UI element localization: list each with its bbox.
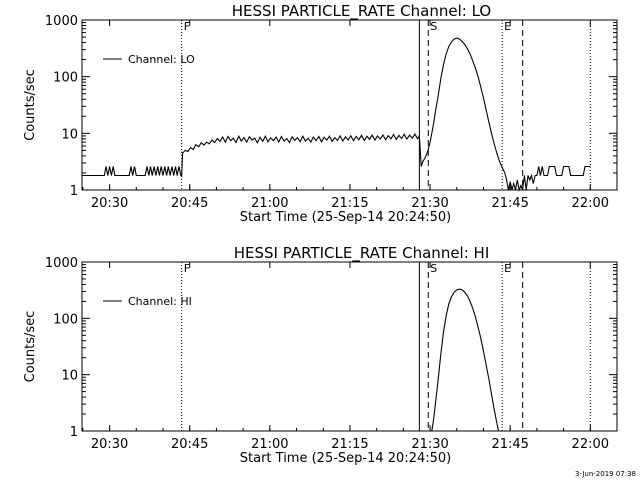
plot-frame xyxy=(81,261,618,432)
y-tick-label: 10 xyxy=(61,369,78,384)
event-label: S xyxy=(430,262,437,275)
legend-label: Channel: LO xyxy=(128,53,195,66)
x-tick-label: 20:30 xyxy=(91,196,128,211)
x-tick-label: 22:00 xyxy=(572,437,609,452)
x-tick-label: 21:15 xyxy=(331,437,368,452)
x-tick-label: 20:45 xyxy=(171,196,208,211)
event-label: E xyxy=(504,20,511,33)
x-tick-label: 21:15 xyxy=(331,196,368,211)
y-axis-label: Counts/sec xyxy=(23,311,38,383)
y-tick-label: 1000 xyxy=(45,256,78,271)
x-axis-label: Start Time (25-Sep-14 20:24:50) xyxy=(240,210,451,225)
chart-panel-2 xyxy=(81,261,618,432)
x-tick-label: 21:45 xyxy=(491,437,528,452)
series-line-1 xyxy=(431,288,500,432)
plot-frame xyxy=(81,19,618,191)
chart-title: HESSI PARTICLE_RATE Channel: HI xyxy=(234,244,490,263)
y-tick-label: 100 xyxy=(53,312,78,327)
x-tick-label: 21:45 xyxy=(491,196,528,211)
x-axis-label: Start Time (25-Sep-14 20:24:50) xyxy=(240,451,451,466)
x-tick-label: 21:00 xyxy=(251,437,288,452)
series-line-1 xyxy=(82,37,591,192)
x-tick-label: 20:45 xyxy=(171,437,208,452)
chart-title: HESSI PARTICLE_RATE Channel: LO xyxy=(232,2,491,21)
x-tick-label: 21:00 xyxy=(251,196,288,211)
y-tick-label: 1 xyxy=(70,184,78,199)
y-tick-label: 1000 xyxy=(45,14,78,29)
event-label: F xyxy=(184,20,190,33)
x-tick-label: 21:30 xyxy=(411,196,448,211)
y-axis-label: Counts/sec xyxy=(23,69,38,141)
x-tick-label: 22:00 xyxy=(572,196,609,211)
x-tick-label: 21:30 xyxy=(411,437,448,452)
y-tick-label: 100 xyxy=(53,71,78,86)
event-label: F xyxy=(184,262,190,275)
y-tick-label: 1 xyxy=(70,425,78,440)
plot-timestamp: 3-Jun-2019 07:38 xyxy=(574,470,636,478)
legend-label: Channel: HI xyxy=(128,295,192,308)
chart-panel-1 xyxy=(81,19,618,192)
event-label: E xyxy=(504,262,511,275)
y-tick-label: 10 xyxy=(61,127,78,142)
x-tick-label: 20:30 xyxy=(91,437,128,452)
event-label: S xyxy=(430,20,437,33)
